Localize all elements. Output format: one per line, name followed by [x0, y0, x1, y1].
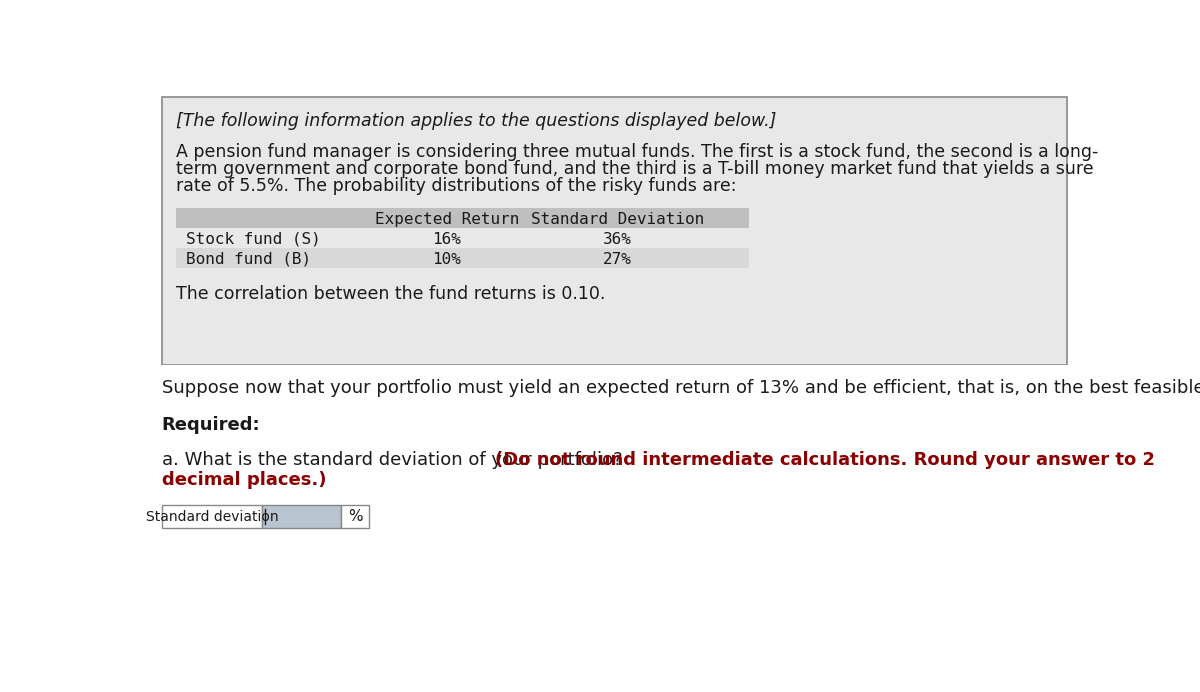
Text: rate of 5.5%. The probability distributions of the risky funds are:: rate of 5.5%. The probability distributi… — [175, 177, 736, 195]
Text: decimal places.): decimal places.) — [162, 471, 326, 489]
Bar — [263, 505, 342, 528]
Text: 27%: 27% — [602, 252, 631, 266]
Text: (Do not round intermediate calculations. Round your answer to 2: (Do not round intermediate calculations.… — [494, 451, 1154, 469]
Text: The correlation between the fund returns is 0.10.: The correlation between the fund returns… — [175, 285, 605, 303]
Text: 36%: 36% — [602, 232, 631, 246]
Bar — [150, 365, 1080, 616]
Text: Bond fund (B): Bond fund (B) — [186, 252, 312, 266]
Text: term government and corporate bond fund, and the third is a T-bill money market : term government and corporate bond fund,… — [175, 160, 1093, 178]
Text: Suppose now that your portfolio must yield an expected return of 13% and be effi: Suppose now that your portfolio must yie… — [162, 379, 1200, 397]
Bar — [162, 97, 1067, 365]
Text: Expected Return: Expected Return — [374, 212, 520, 227]
Text: Standard Deviation: Standard Deviation — [530, 212, 704, 227]
Bar — [162, 505, 263, 528]
Bar — [342, 505, 370, 528]
Text: Standard deviation: Standard deviation — [145, 509, 278, 524]
Text: 16%: 16% — [432, 232, 461, 246]
Text: Stock fund (S): Stock fund (S) — [186, 232, 322, 246]
Text: A pension fund manager is considering three mutual funds. The first is a stock f: A pension fund manager is considering th… — [175, 143, 1098, 161]
Bar — [175, 228, 749, 248]
Text: [The following information applies to the questions displayed below.]: [The following information applies to th… — [175, 112, 776, 130]
Bar — [175, 248, 749, 268]
Text: a. What is the standard deviation of your portfolio?: a. What is the standard deviation of you… — [162, 451, 628, 469]
Text: Required:: Required: — [162, 416, 260, 434]
Text: %: % — [348, 509, 362, 524]
Text: 10%: 10% — [432, 252, 461, 266]
Bar — [175, 208, 749, 228]
